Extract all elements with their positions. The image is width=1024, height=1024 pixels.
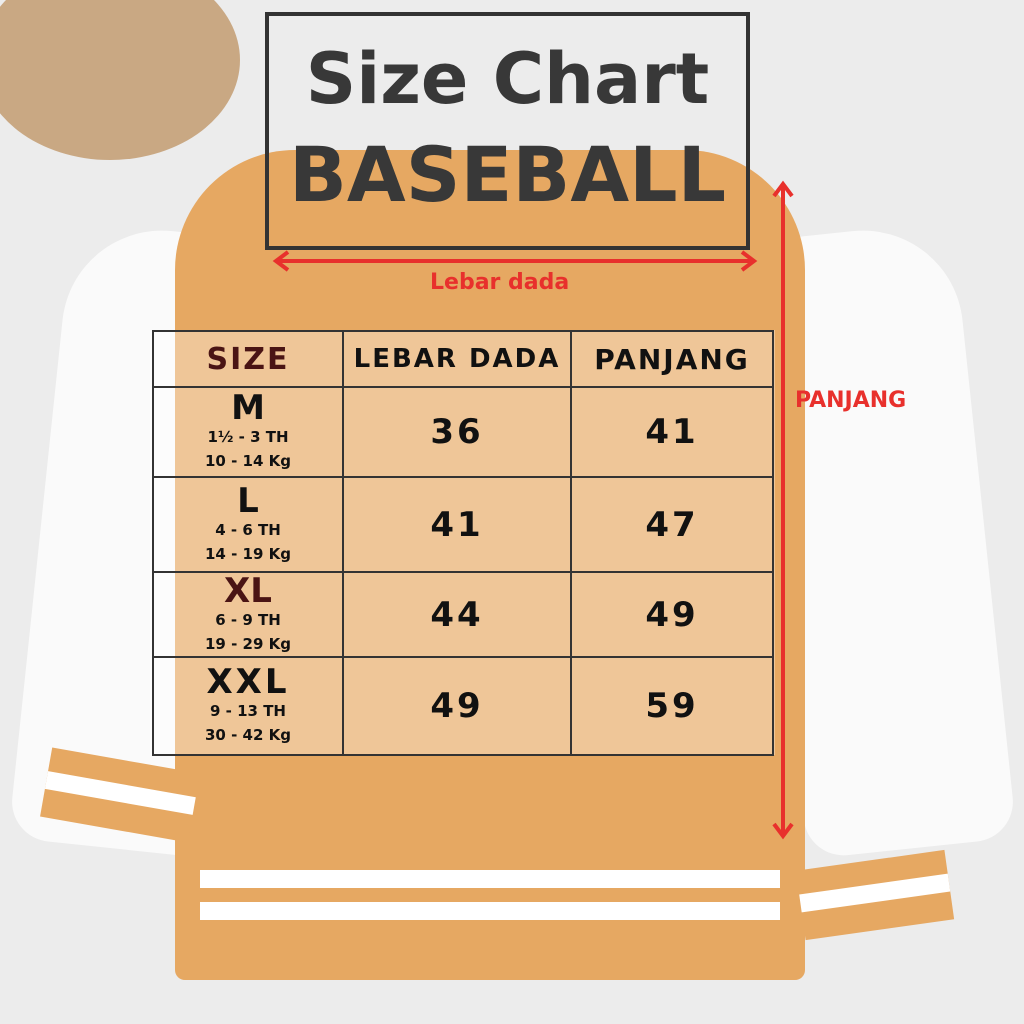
size-cell: XXL 9 - 13 TH 30 - 42 Kg [152, 656, 344, 756]
width-label: Lebar dada [430, 270, 570, 295]
title-line1: Size Chart [305, 38, 710, 120]
size-weight: 30 - 42 Kg [204, 726, 291, 744]
header-lebar-dada: LEBAR DADA [342, 330, 572, 388]
title-line2: BASEBALL [289, 130, 726, 219]
size-name: M [231, 388, 265, 428]
size-table: SIZE LEBAR DADA PANJANG M 1½ - 3 TH 10 - 1… [152, 330, 774, 756]
size-cell: XL 6 - 9 TH 19 - 29 Kg [152, 570, 344, 658]
size-weight: 19 - 29 Kg [204, 634, 291, 653]
size-age: 4 - 6 TH [215, 520, 281, 539]
cotton-decoration [0, 0, 240, 160]
title-frame [265, 12, 750, 250]
size-age: 1½ - 3 TH [207, 428, 289, 446]
size-age: 9 - 13 TH [210, 702, 286, 720]
lebar-dada-value: 49 [342, 656, 572, 756]
table-row: M 1½ - 3 TH 10 - 14 Kg 36 41 [152, 386, 774, 478]
panjang-value: 41 [570, 386, 774, 478]
size-name: XL [224, 570, 272, 611]
right-cuff [795, 849, 955, 941]
jacket-waistband [200, 830, 780, 960]
size-name: XXL [206, 662, 290, 702]
lebar-dada-value: 36 [342, 386, 572, 478]
size-weight: 14 - 19 Kg [204, 544, 291, 563]
header-panjang: PANJANG [570, 330, 774, 388]
lebar-dada-value: 44 [342, 571, 572, 658]
header-size: SIZE [152, 330, 344, 388]
length-label: PANJANG [795, 385, 906, 417]
lebar-dada-value: 41 [342, 476, 572, 573]
panjang-value: 59 [570, 656, 774, 756]
panjang-value: 49 [570, 571, 774, 658]
table-header-row: SIZE LEBAR DADA PANJANG [152, 330, 774, 388]
table-row: XXL 9 - 13 TH 30 - 42 Kg 49 59 [152, 656, 774, 756]
length-arrow-icon [772, 180, 794, 840]
size-name: L [237, 480, 259, 521]
width-arrow-icon [272, 250, 758, 272]
panjang-value: 47 [570, 476, 774, 573]
size-weight: 10 - 14 Kg [204, 452, 291, 470]
size-age: 6 - 9 TH [215, 610, 281, 629]
size-cell: M 1½ - 3 TH 10 - 14 Kg [152, 386, 344, 478]
table-row: XL 6 - 9 TH 19 - 29 Kg 44 49 [152, 570, 774, 658]
